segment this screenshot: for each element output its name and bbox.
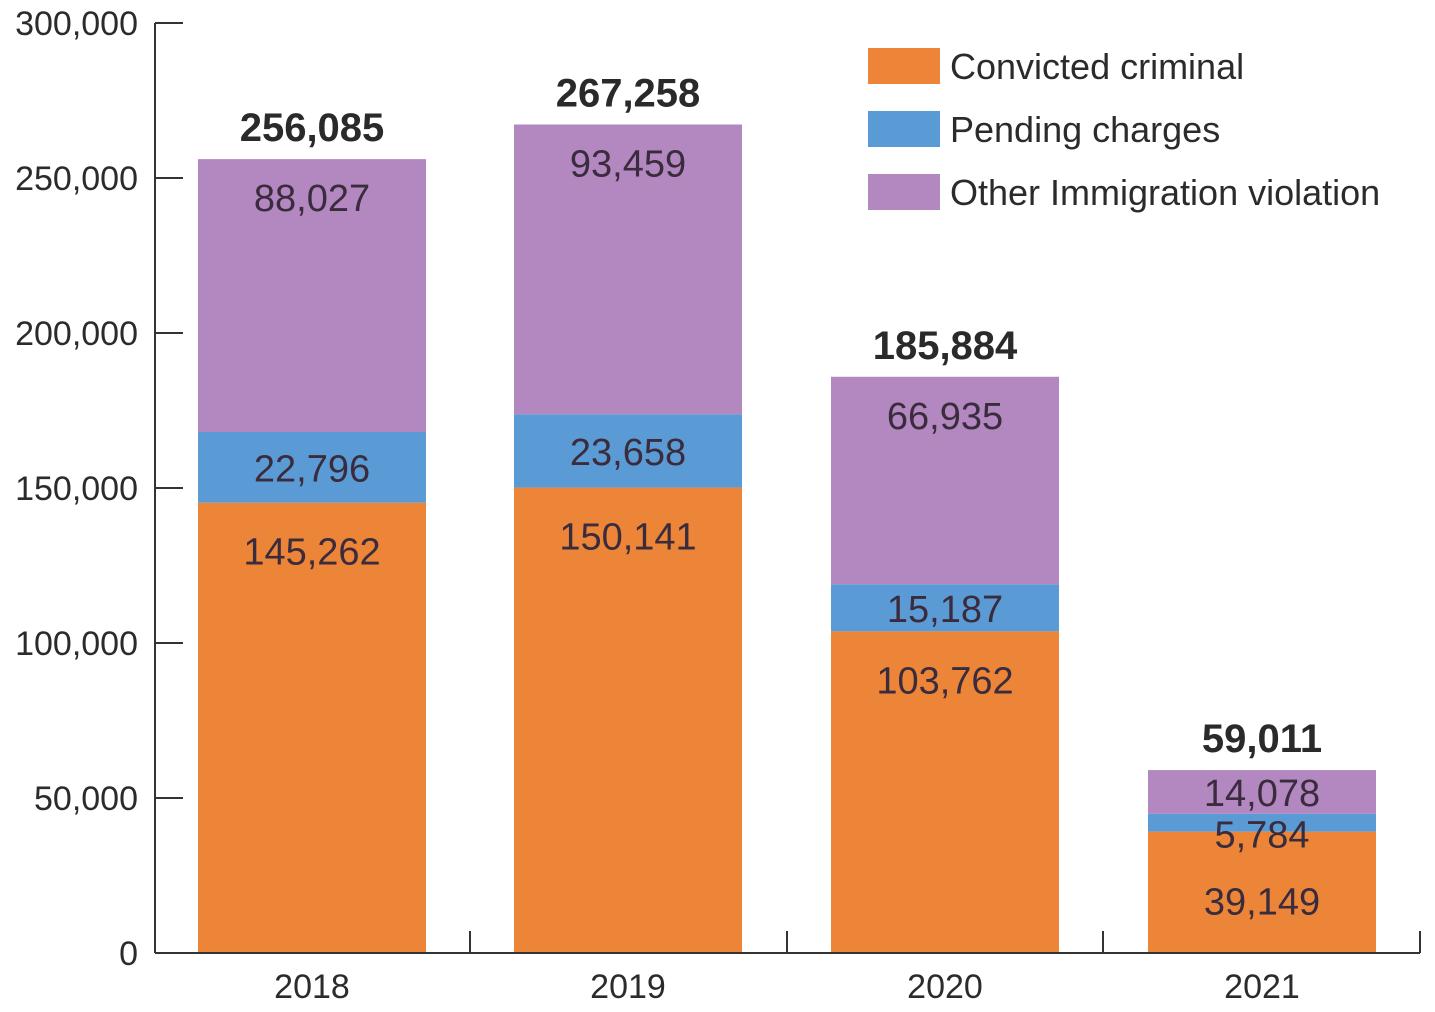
legend-label-1: Pending charges xyxy=(950,109,1220,150)
segment-label-2021-2: 14,078 xyxy=(1204,773,1320,815)
bar-segment-2019-2 xyxy=(514,124,742,415)
segment-label-2019-1: 23,658 xyxy=(570,432,686,474)
segment-label-2018-1: 22,796 xyxy=(254,448,370,490)
x-tick-label-2020: 2020 xyxy=(907,968,983,1006)
legend-swatch-1 xyxy=(868,111,940,147)
x-tick-label-2021: 2021 xyxy=(1224,968,1300,1006)
x-tick-label-2018: 2018 xyxy=(274,968,350,1006)
bar-segment-2021-1 xyxy=(1148,813,1376,832)
segment-label-2018-2: 88,027 xyxy=(254,178,370,220)
segment-label-2021-1: 5,784 xyxy=(1214,815,1309,857)
total-label-2018: 256,085 xyxy=(240,106,385,150)
segment-label-2020-1: 15,187 xyxy=(887,589,1003,631)
y-tick-label-6: 300,000 xyxy=(15,5,138,43)
legend-label-2: Other Immigration violation xyxy=(950,172,1380,213)
bar-segment-2019-1 xyxy=(514,414,742,488)
segment-label-2020-2: 66,935 xyxy=(887,396,1003,438)
x-tick-label-2019: 2019 xyxy=(590,968,666,1006)
bar-segment-2021-0 xyxy=(1148,831,1376,953)
total-label-2019: 267,258 xyxy=(556,72,701,116)
bar-segment-2020-1 xyxy=(831,584,1059,632)
segment-label-2019-0: 150,141 xyxy=(559,517,696,559)
segment-label-2018-0: 145,262 xyxy=(243,532,380,574)
bar-segment-2020-0 xyxy=(831,631,1059,953)
y-tick-label-3: 150,000 xyxy=(15,470,138,508)
total-label-2020: 185,884 xyxy=(873,324,1018,368)
legend-swatch-2 xyxy=(868,174,940,210)
segment-label-2021-0: 39,149 xyxy=(1204,882,1320,924)
y-tick-label-4: 200,000 xyxy=(15,315,138,353)
bar-segment-2018-1 xyxy=(198,432,426,503)
y-tick-label-0: 0 xyxy=(119,935,138,973)
total-label-2021: 59,011 xyxy=(1202,717,1322,761)
bar-segment-2021-2 xyxy=(1148,770,1376,814)
segment-label-2020-0: 103,762 xyxy=(876,660,1013,702)
y-tick-label-2: 100,000 xyxy=(15,625,138,663)
y-tick-label-1: 50,000 xyxy=(34,780,138,818)
bar-segment-2020-2 xyxy=(831,376,1059,585)
bar-segment-2018-0 xyxy=(198,502,426,953)
legend-swatch-0 xyxy=(868,48,940,84)
bar-segment-2019-0 xyxy=(514,487,742,953)
bar-segment-2018-2 xyxy=(198,159,426,433)
legend-label-0: Convicted criminal xyxy=(950,46,1244,87)
segment-label-2019-2: 93,459 xyxy=(570,144,686,186)
y-tick-label-5: 250,000 xyxy=(15,160,138,198)
